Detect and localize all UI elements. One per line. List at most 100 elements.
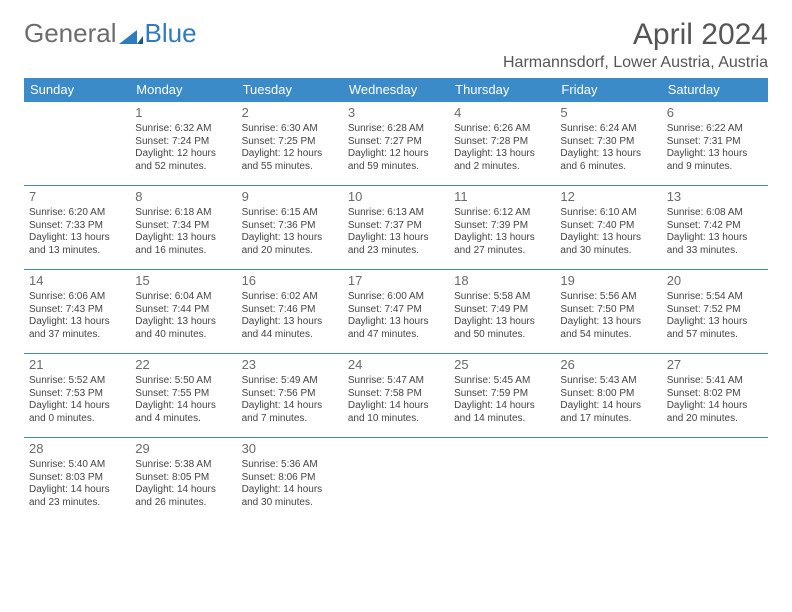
day-info-line: Daylight: 13 hours [560,148,656,161]
day-info-line: Sunrise: 5:41 AM [667,375,763,388]
day-info-line: Daylight: 14 hours [29,400,125,413]
day-info-line: and 10 minutes. [348,413,444,426]
day-info-line: Daylight: 13 hours [667,232,763,245]
day-info-line: Daylight: 13 hours [135,316,231,329]
day-cell: 27Sunrise: 5:41 AMSunset: 8:02 PMDayligh… [662,354,768,438]
day-info-line: Sunset: 7:40 PM [560,220,656,233]
day-header: Thursday [449,78,555,102]
day-number: 20 [667,273,763,289]
day-info-line: and 9 minutes. [667,161,763,174]
day-info-line: and 23 minutes. [348,245,444,258]
day-cell: 3Sunrise: 6:28 AMSunset: 7:27 PMDaylight… [343,102,449,186]
day-info-line: Sunrise: 5:43 AM [560,375,656,388]
day-number: 9 [242,189,338,205]
day-info-line: Sunrise: 6:24 AM [560,123,656,136]
day-cell: 28Sunrise: 5:40 AMSunset: 8:03 PMDayligh… [24,438,130,522]
day-info-line: Sunset: 8:00 PM [560,388,656,401]
day-cell [343,438,449,522]
day-info-line: Sunset: 7:55 PM [135,388,231,401]
day-info-line: Daylight: 14 hours [242,484,338,497]
day-number: 17 [348,273,444,289]
day-info-line: and 47 minutes. [348,329,444,342]
day-info-line: Sunrise: 6:02 AM [242,291,338,304]
day-cell: 19Sunrise: 5:56 AMSunset: 7:50 PMDayligh… [555,270,661,354]
week-row: 21Sunrise: 5:52 AMSunset: 7:53 PMDayligh… [24,354,768,438]
day-info-line: Sunrise: 6:18 AM [135,207,231,220]
day-info-line: Sunset: 7:37 PM [348,220,444,233]
day-number: 12 [560,189,656,205]
day-number: 25 [454,357,550,373]
day-info-line: and 54 minutes. [560,329,656,342]
day-number: 2 [242,105,338,121]
week-row: 14Sunrise: 6:06 AMSunset: 7:43 PMDayligh… [24,270,768,354]
day-cell: 17Sunrise: 6:00 AMSunset: 7:47 PMDayligh… [343,270,449,354]
day-info-line: Daylight: 14 hours [29,484,125,497]
day-info-line: Sunset: 7:46 PM [242,304,338,317]
day-info-line: Sunrise: 6:26 AM [454,123,550,136]
day-info-line: Sunset: 7:44 PM [135,304,231,317]
day-number: 11 [454,189,550,205]
header: General Blue April 2024 Harmannsdorf, Lo… [24,18,768,72]
day-info-line: Sunrise: 6:08 AM [667,207,763,220]
day-number: 6 [667,105,763,121]
day-info-line: Daylight: 13 hours [560,232,656,245]
day-info-line: Sunrise: 5:38 AM [135,459,231,472]
day-info-line: Sunrise: 5:49 AM [242,375,338,388]
day-cell: 11Sunrise: 6:12 AMSunset: 7:39 PMDayligh… [449,186,555,270]
header-row: SundayMondayTuesdayWednesdayThursdayFrid… [24,78,768,102]
day-info-line: Sunset: 7:33 PM [29,220,125,233]
day-header: Saturday [662,78,768,102]
day-number: 10 [348,189,444,205]
day-number: 5 [560,105,656,121]
day-info-line: Sunrise: 6:28 AM [348,123,444,136]
day-cell: 25Sunrise: 5:45 AMSunset: 7:59 PMDayligh… [449,354,555,438]
page-title: April 2024 [503,18,768,52]
day-cell: 8Sunrise: 6:18 AMSunset: 7:34 PMDaylight… [130,186,236,270]
logo-icon [119,24,143,44]
day-info-line: Sunrise: 6:00 AM [348,291,444,304]
day-info-line: Sunrise: 5:50 AM [135,375,231,388]
day-info-line: and 30 minutes. [560,245,656,258]
day-info-line: and 17 minutes. [560,413,656,426]
day-info-line: Sunset: 7:43 PM [29,304,125,317]
day-info-line: Sunset: 8:05 PM [135,472,231,485]
day-info-line: and 20 minutes. [667,413,763,426]
day-info-line: and 26 minutes. [135,497,231,510]
day-info-line: Daylight: 14 hours [667,400,763,413]
week-row: 7Sunrise: 6:20 AMSunset: 7:33 PMDaylight… [24,186,768,270]
day-info-line: and 4 minutes. [135,413,231,426]
day-info-line: Daylight: 14 hours [135,400,231,413]
day-number: 23 [242,357,338,373]
day-info-line: Daylight: 13 hours [135,232,231,245]
day-info-line: Sunrise: 5:58 AM [454,291,550,304]
day-info-line: Daylight: 13 hours [667,148,763,161]
day-info-line: Daylight: 13 hours [667,316,763,329]
day-cell: 9Sunrise: 6:15 AMSunset: 7:36 PMDaylight… [237,186,343,270]
day-info-line: Daylight: 14 hours [348,400,444,413]
day-number: 26 [560,357,656,373]
week-row: 28Sunrise: 5:40 AMSunset: 8:03 PMDayligh… [24,438,768,522]
day-info-line: Sunrise: 6:32 AM [135,123,231,136]
logo-text-general: General [24,18,117,49]
day-cell: 2Sunrise: 6:30 AMSunset: 7:25 PMDaylight… [237,102,343,186]
day-info-line: Daylight: 13 hours [29,232,125,245]
day-info-line: and 40 minutes. [135,329,231,342]
day-info-line: Sunrise: 5:52 AM [29,375,125,388]
day-number: 28 [29,441,125,457]
day-info-line: and 20 minutes. [242,245,338,258]
day-info-line: Sunset: 7:50 PM [560,304,656,317]
day-header: Tuesday [237,78,343,102]
day-info-line: Sunset: 7:31 PM [667,136,763,149]
location-text: Harmannsdorf, Lower Austria, Austria [503,54,768,72]
day-info-line: and 16 minutes. [135,245,231,258]
day-info-line: Daylight: 14 hours [242,400,338,413]
title-block: April 2024 Harmannsdorf, Lower Austria, … [503,18,768,72]
day-info-line: Sunset: 7:27 PM [348,136,444,149]
day-number: 8 [135,189,231,205]
day-cell: 10Sunrise: 6:13 AMSunset: 7:37 PMDayligh… [343,186,449,270]
day-number: 24 [348,357,444,373]
day-info-line: Sunset: 7:49 PM [454,304,550,317]
day-info-line: and 0 minutes. [29,413,125,426]
day-cell: 15Sunrise: 6:04 AMSunset: 7:44 PMDayligh… [130,270,236,354]
day-info-line: and 27 minutes. [454,245,550,258]
